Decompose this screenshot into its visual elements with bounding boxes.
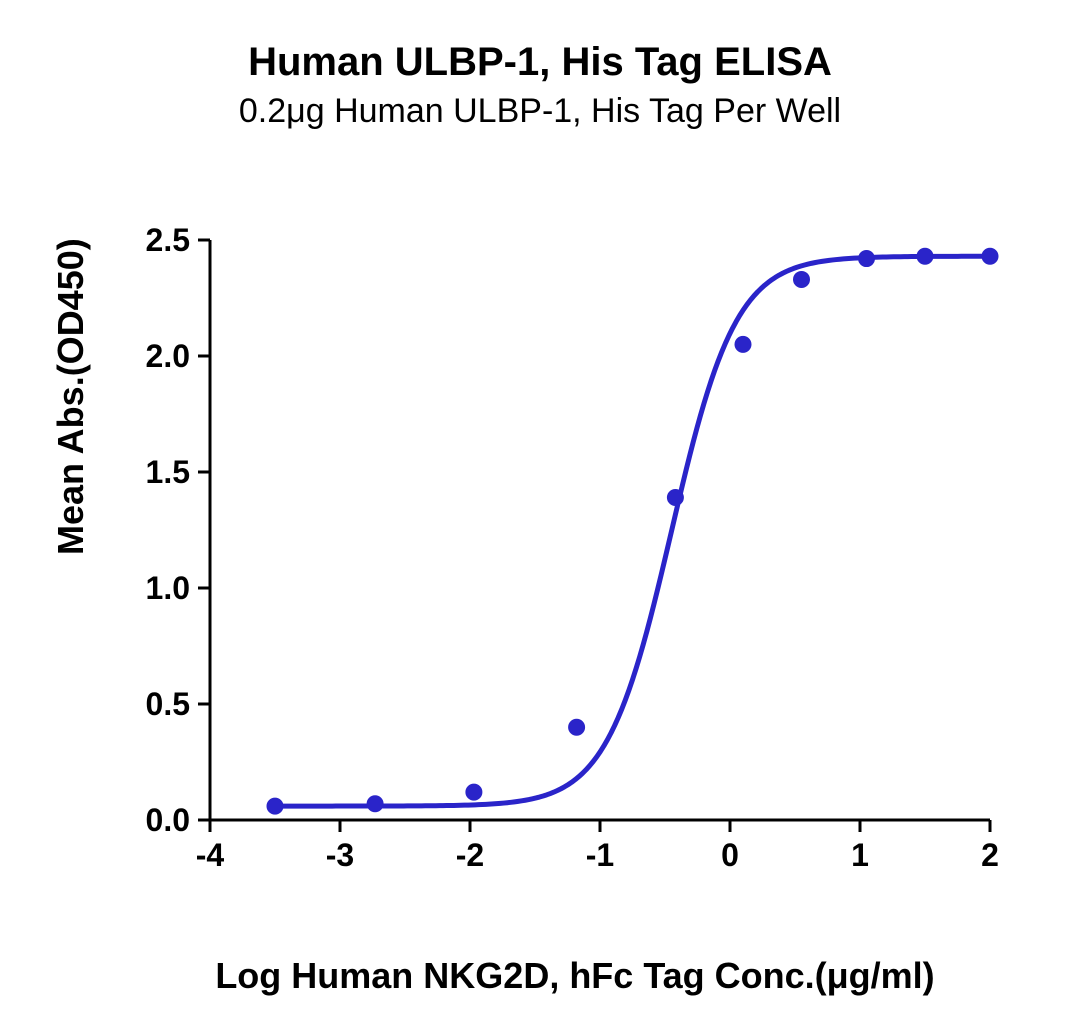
elisa-chart: -4 -3 -2 -1 0 1 2 0.0 0.5 1.0 1.5 2.0 2.5 xyxy=(140,220,1010,900)
data-point xyxy=(735,336,751,352)
chart-svg: -4 -3 -2 -1 0 1 2 0.0 0.5 1.0 1.5 2.0 2.5 xyxy=(140,220,1010,900)
data-point xyxy=(569,719,585,735)
x-tick-label: 2 xyxy=(981,837,999,873)
x-tick-label: 1 xyxy=(851,837,869,873)
x-tick-label: -2 xyxy=(456,837,484,873)
y-tick-label: 1.5 xyxy=(146,454,190,490)
y-tick-label: 2.5 xyxy=(146,222,190,258)
x-tick-label: -1 xyxy=(586,837,614,873)
data-point xyxy=(917,248,933,264)
x-tick-label: 0 xyxy=(721,837,739,873)
y-tick-label: 2.0 xyxy=(146,338,190,374)
y-tick-label: 0.5 xyxy=(146,686,190,722)
data-point xyxy=(859,251,875,267)
data-point xyxy=(367,796,383,812)
x-axis-label: Log Human NKG2D, hFc Tag Conc.(μg/ml) xyxy=(140,955,1010,997)
data-point xyxy=(267,798,283,814)
x-tick-label: -4 xyxy=(196,837,225,873)
data-point xyxy=(794,271,810,287)
y-axis-label: Mean Abs.(OD450) xyxy=(50,238,92,555)
binding-curve xyxy=(275,256,990,806)
y-tick-label: 1.0 xyxy=(146,570,190,606)
chart-title: Human ULBP-1, His Tag ELISA xyxy=(0,40,1080,85)
data-point xyxy=(466,784,482,800)
y-tick-label: 0.0 xyxy=(146,802,190,838)
data-point xyxy=(667,490,683,506)
chart-subtitle: 0.2μg Human ULBP-1, His Tag Per Well xyxy=(0,92,1080,131)
data-point xyxy=(982,248,998,264)
x-tick-label: -3 xyxy=(326,837,354,873)
